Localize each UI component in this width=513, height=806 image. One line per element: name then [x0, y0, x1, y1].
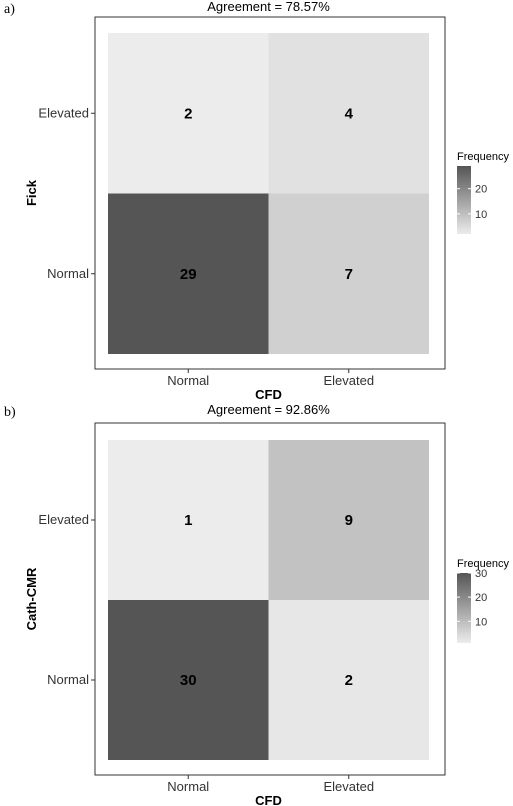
y-axis-title: Fick	[24, 179, 39, 206]
legend-colorbar	[457, 573, 471, 643]
x-axis-title: CFD	[255, 387, 282, 402]
heatmap-cell	[108, 600, 269, 760]
legend-tick-label: 10	[475, 209, 487, 221]
y-tick-label: Normal	[47, 266, 89, 281]
x-axis-title: CFD	[255, 793, 282, 806]
x-tick-label: Elevated	[323, 779, 374, 794]
x-tick-label: Elevated	[323, 373, 374, 388]
legend-tick-label: 30	[475, 568, 487, 580]
x-tick-label: Normal	[167, 779, 209, 794]
legend-colorbar	[457, 166, 471, 234]
cell-value-label: 30	[180, 672, 197, 689]
heatmap-cell	[268, 33, 429, 194]
y-axis-title: Cath-CMR	[24, 567, 39, 630]
heatmap-cell	[108, 193, 269, 354]
cell-value-label: 29	[180, 266, 197, 283]
legend-tick-label: 10	[475, 616, 487, 628]
y-tick-label: Normal	[47, 672, 89, 687]
chart-title: Agreement = 78.57%	[207, 0, 330, 14]
heatmap-cell	[108, 440, 269, 600]
heatmap-cell	[268, 193, 429, 354]
cell-value-label: 7	[345, 266, 353, 283]
cell-value-label: 9	[345, 512, 353, 529]
cell-value-label: 2	[345, 672, 353, 689]
x-tick-label: Normal	[167, 373, 209, 388]
cell-value-label: 4	[345, 105, 354, 122]
cell-value-label: 1	[184, 512, 192, 529]
chart-title: Agreement = 92.86%	[207, 402, 330, 417]
legend-title: Frequency	[457, 151, 509, 163]
cell-value-label: 2	[184, 105, 192, 122]
legend-tick-label: 20	[475, 184, 487, 196]
heatmap-cell	[108, 33, 269, 194]
panel-label: a)	[4, 2, 15, 17]
y-tick-label: Elevated	[38, 512, 89, 527]
y-tick-label: Elevated	[38, 105, 89, 120]
heatmap-cell	[268, 600, 429, 760]
legend-title: Frequency	[457, 558, 509, 570]
legend-tick-label: 20	[475, 592, 487, 604]
panel-label: b)	[4, 405, 16, 420]
heatmap-cell	[268, 440, 429, 600]
